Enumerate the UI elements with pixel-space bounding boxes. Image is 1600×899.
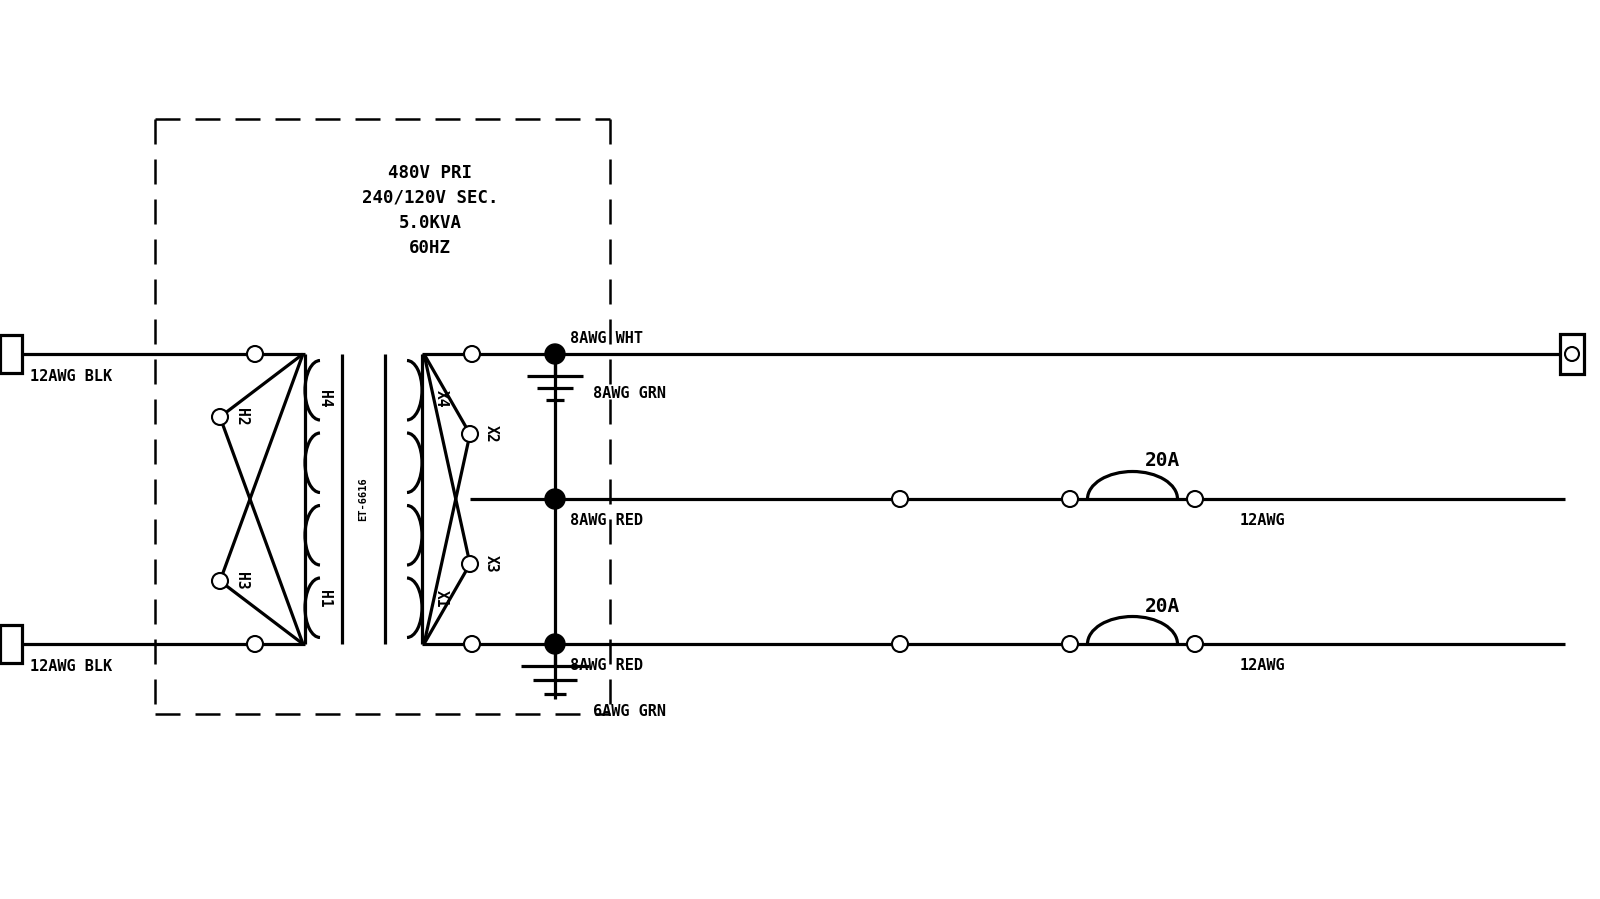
Bar	[0, 335, 22, 373]
Text: H4: H4	[317, 390, 333, 408]
Circle shape	[893, 636, 909, 652]
Circle shape	[1187, 636, 1203, 652]
Text: 12AWG: 12AWG	[1240, 513, 1286, 528]
Circle shape	[211, 573, 229, 589]
Circle shape	[246, 346, 262, 362]
Text: X1: X1	[434, 591, 450, 608]
Circle shape	[546, 489, 565, 509]
Text: X4: X4	[434, 390, 450, 408]
Circle shape	[1062, 491, 1078, 507]
Text: X2: X2	[483, 425, 499, 442]
Text: H3: H3	[234, 573, 250, 590]
Text: X3: X3	[483, 556, 499, 573]
Circle shape	[464, 636, 480, 652]
Circle shape	[462, 426, 478, 442]
Text: H1: H1	[317, 591, 333, 608]
Circle shape	[1062, 636, 1078, 652]
Text: 8AWG WHT: 8AWG WHT	[570, 331, 643, 346]
Text: 20A: 20A	[1144, 451, 1179, 470]
Bar	[0, 625, 22, 663]
Text: 8AWG RED: 8AWG RED	[570, 513, 643, 528]
Text: 12AWG BLK: 12AWG BLK	[30, 659, 112, 674]
Circle shape	[211, 409, 229, 425]
Text: 12AWG: 12AWG	[1240, 658, 1286, 673]
Circle shape	[462, 556, 478, 572]
Text: 6AWG GRN: 6AWG GRN	[594, 705, 666, 719]
Circle shape	[246, 636, 262, 652]
Circle shape	[546, 634, 565, 654]
Text: 20A: 20A	[1144, 597, 1179, 616]
Circle shape	[893, 491, 909, 507]
Bar	[1560, 334, 1584, 374]
Text: 8AWG RED: 8AWG RED	[570, 658, 643, 673]
Text: H2: H2	[234, 408, 250, 426]
Text: 12AWG BLK: 12AWG BLK	[30, 369, 112, 384]
Text: 8AWG GRN: 8AWG GRN	[594, 387, 666, 402]
Text: 480V PRI
240/120V SEC.
5.0KVA
60HZ: 480V PRI 240/120V SEC. 5.0KVA 60HZ	[362, 164, 498, 257]
Circle shape	[546, 344, 565, 364]
Text: ET-6616: ET-6616	[358, 477, 368, 521]
Circle shape	[1565, 347, 1579, 361]
Circle shape	[1187, 491, 1203, 507]
Circle shape	[464, 346, 480, 362]
